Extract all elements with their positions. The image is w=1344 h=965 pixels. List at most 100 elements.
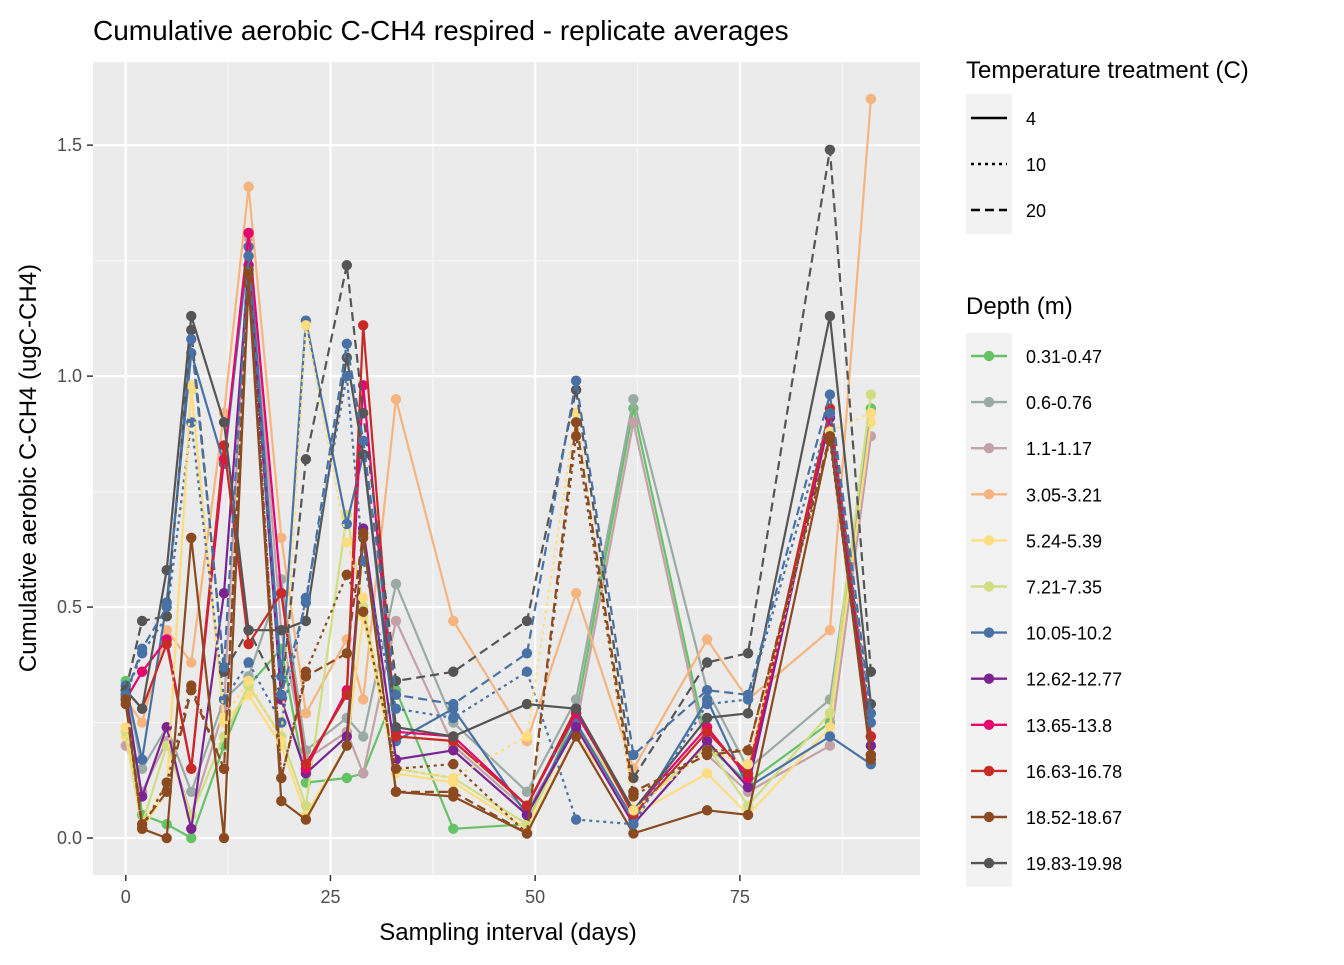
data-point bbox=[186, 832, 197, 844]
y-tick-label: 0.0 bbox=[57, 828, 82, 848]
data-point bbox=[390, 786, 402, 798]
data-point bbox=[218, 417, 230, 428]
data-point bbox=[742, 648, 754, 659]
data-point bbox=[701, 698, 713, 710]
data-point bbox=[824, 740, 836, 751]
data-point bbox=[628, 818, 639, 830]
data-point bbox=[570, 588, 582, 599]
x-tick-label: 25 bbox=[320, 887, 340, 907]
x-axis-label: Sampling interval (days) bbox=[379, 919, 636, 946]
data-point bbox=[521, 698, 533, 710]
data-point bbox=[448, 698, 459, 710]
legend-color-label: 10.05-10.2 bbox=[1026, 624, 1112, 644]
data-point bbox=[865, 666, 877, 677]
data-point bbox=[701, 634, 713, 645]
data-point bbox=[390, 703, 402, 714]
legend-color-label: 3.05-3.21 bbox=[1026, 485, 1102, 505]
legend-color-label: 12.62-12.77 bbox=[1026, 670, 1122, 690]
data-point bbox=[701, 805, 713, 816]
data-point bbox=[358, 731, 369, 742]
legend-color: Depth (m) 0.31-0.47 0.6-0.76 1.1-1.17 3.05-… bbox=[966, 293, 1122, 887]
legend-linetype-entries: 4 10 20 bbox=[971, 109, 1046, 221]
data-point bbox=[186, 333, 197, 345]
legend-color-label: 0.31-0.47 bbox=[1026, 347, 1102, 367]
legend-color-label: 1.1-1.17 bbox=[1026, 439, 1092, 459]
data-point bbox=[161, 601, 172, 613]
series-18.52-18.67-20C bbox=[120, 269, 877, 839]
data-point bbox=[390, 731, 402, 742]
data-point bbox=[521, 615, 533, 627]
grid-major bbox=[93, 62, 920, 875]
data-point bbox=[161, 832, 172, 844]
x-axis: 0 25 50 75 bbox=[121, 875, 750, 907]
legend-color-label: 7.21-7.35 bbox=[1026, 578, 1102, 598]
data-point bbox=[243, 657, 254, 668]
data-point bbox=[570, 703, 582, 714]
data-point bbox=[161, 818, 172, 830]
legend-color-key-point bbox=[983, 673, 995, 684]
data-point bbox=[300, 758, 312, 770]
data-point bbox=[390, 721, 402, 733]
data-point bbox=[521, 666, 533, 677]
data-point bbox=[136, 703, 148, 714]
data-point bbox=[243, 269, 254, 280]
legend-linetype-label: 20 bbox=[1026, 201, 1046, 221]
data-point bbox=[300, 708, 312, 719]
data-point bbox=[570, 430, 582, 442]
data-point bbox=[276, 735, 287, 747]
data-point bbox=[521, 731, 533, 742]
data-point bbox=[136, 717, 148, 728]
data-point bbox=[701, 735, 713, 747]
legend-color-key-point bbox=[983, 811, 995, 823]
data-point bbox=[218, 832, 230, 844]
data-point bbox=[570, 694, 582, 705]
x-tick-label: 75 bbox=[730, 887, 750, 907]
data-point bbox=[136, 666, 148, 677]
data-point bbox=[358, 592, 369, 604]
data-point bbox=[448, 712, 459, 724]
data-point bbox=[136, 754, 148, 765]
data-point bbox=[218, 588, 230, 599]
data-point bbox=[390, 394, 402, 405]
legend-color-key-point bbox=[983, 857, 995, 869]
data-point bbox=[824, 430, 836, 442]
data-point bbox=[276, 624, 287, 636]
data-point bbox=[824, 389, 836, 400]
data-point bbox=[742, 782, 754, 793]
data-point bbox=[186, 763, 197, 774]
data-point bbox=[300, 320, 312, 331]
data-point bbox=[161, 611, 172, 622]
data-point bbox=[243, 250, 254, 262]
data-point bbox=[341, 338, 353, 349]
data-point bbox=[161, 786, 172, 798]
data-point bbox=[448, 758, 459, 770]
data-point bbox=[570, 375, 582, 386]
data-point bbox=[742, 758, 754, 770]
data-point bbox=[824, 708, 836, 719]
data-point bbox=[300, 671, 312, 682]
data-point bbox=[243, 638, 254, 650]
data-point bbox=[341, 260, 353, 271]
data-point bbox=[341, 648, 353, 659]
data-point bbox=[865, 430, 877, 442]
data-point bbox=[742, 809, 754, 821]
data-point bbox=[358, 435, 369, 446]
data-point bbox=[521, 828, 533, 839]
data-point bbox=[824, 624, 836, 636]
data-point bbox=[186, 823, 197, 835]
data-point bbox=[358, 768, 369, 779]
data-point bbox=[448, 615, 459, 627]
data-point bbox=[570, 814, 582, 825]
data-point bbox=[865, 389, 877, 400]
data-point bbox=[742, 689, 754, 701]
legend-color-key-point bbox=[983, 581, 995, 592]
data-point bbox=[341, 518, 353, 530]
data-point bbox=[701, 749, 713, 761]
data-point bbox=[136, 615, 148, 627]
data-point bbox=[276, 772, 287, 784]
legend-linetype: Temperature treatment (C) 4 10 20 bbox=[966, 57, 1249, 234]
data-point bbox=[358, 320, 369, 331]
legend-color-label: 16.63-16.78 bbox=[1026, 762, 1122, 782]
data-point bbox=[390, 615, 402, 627]
